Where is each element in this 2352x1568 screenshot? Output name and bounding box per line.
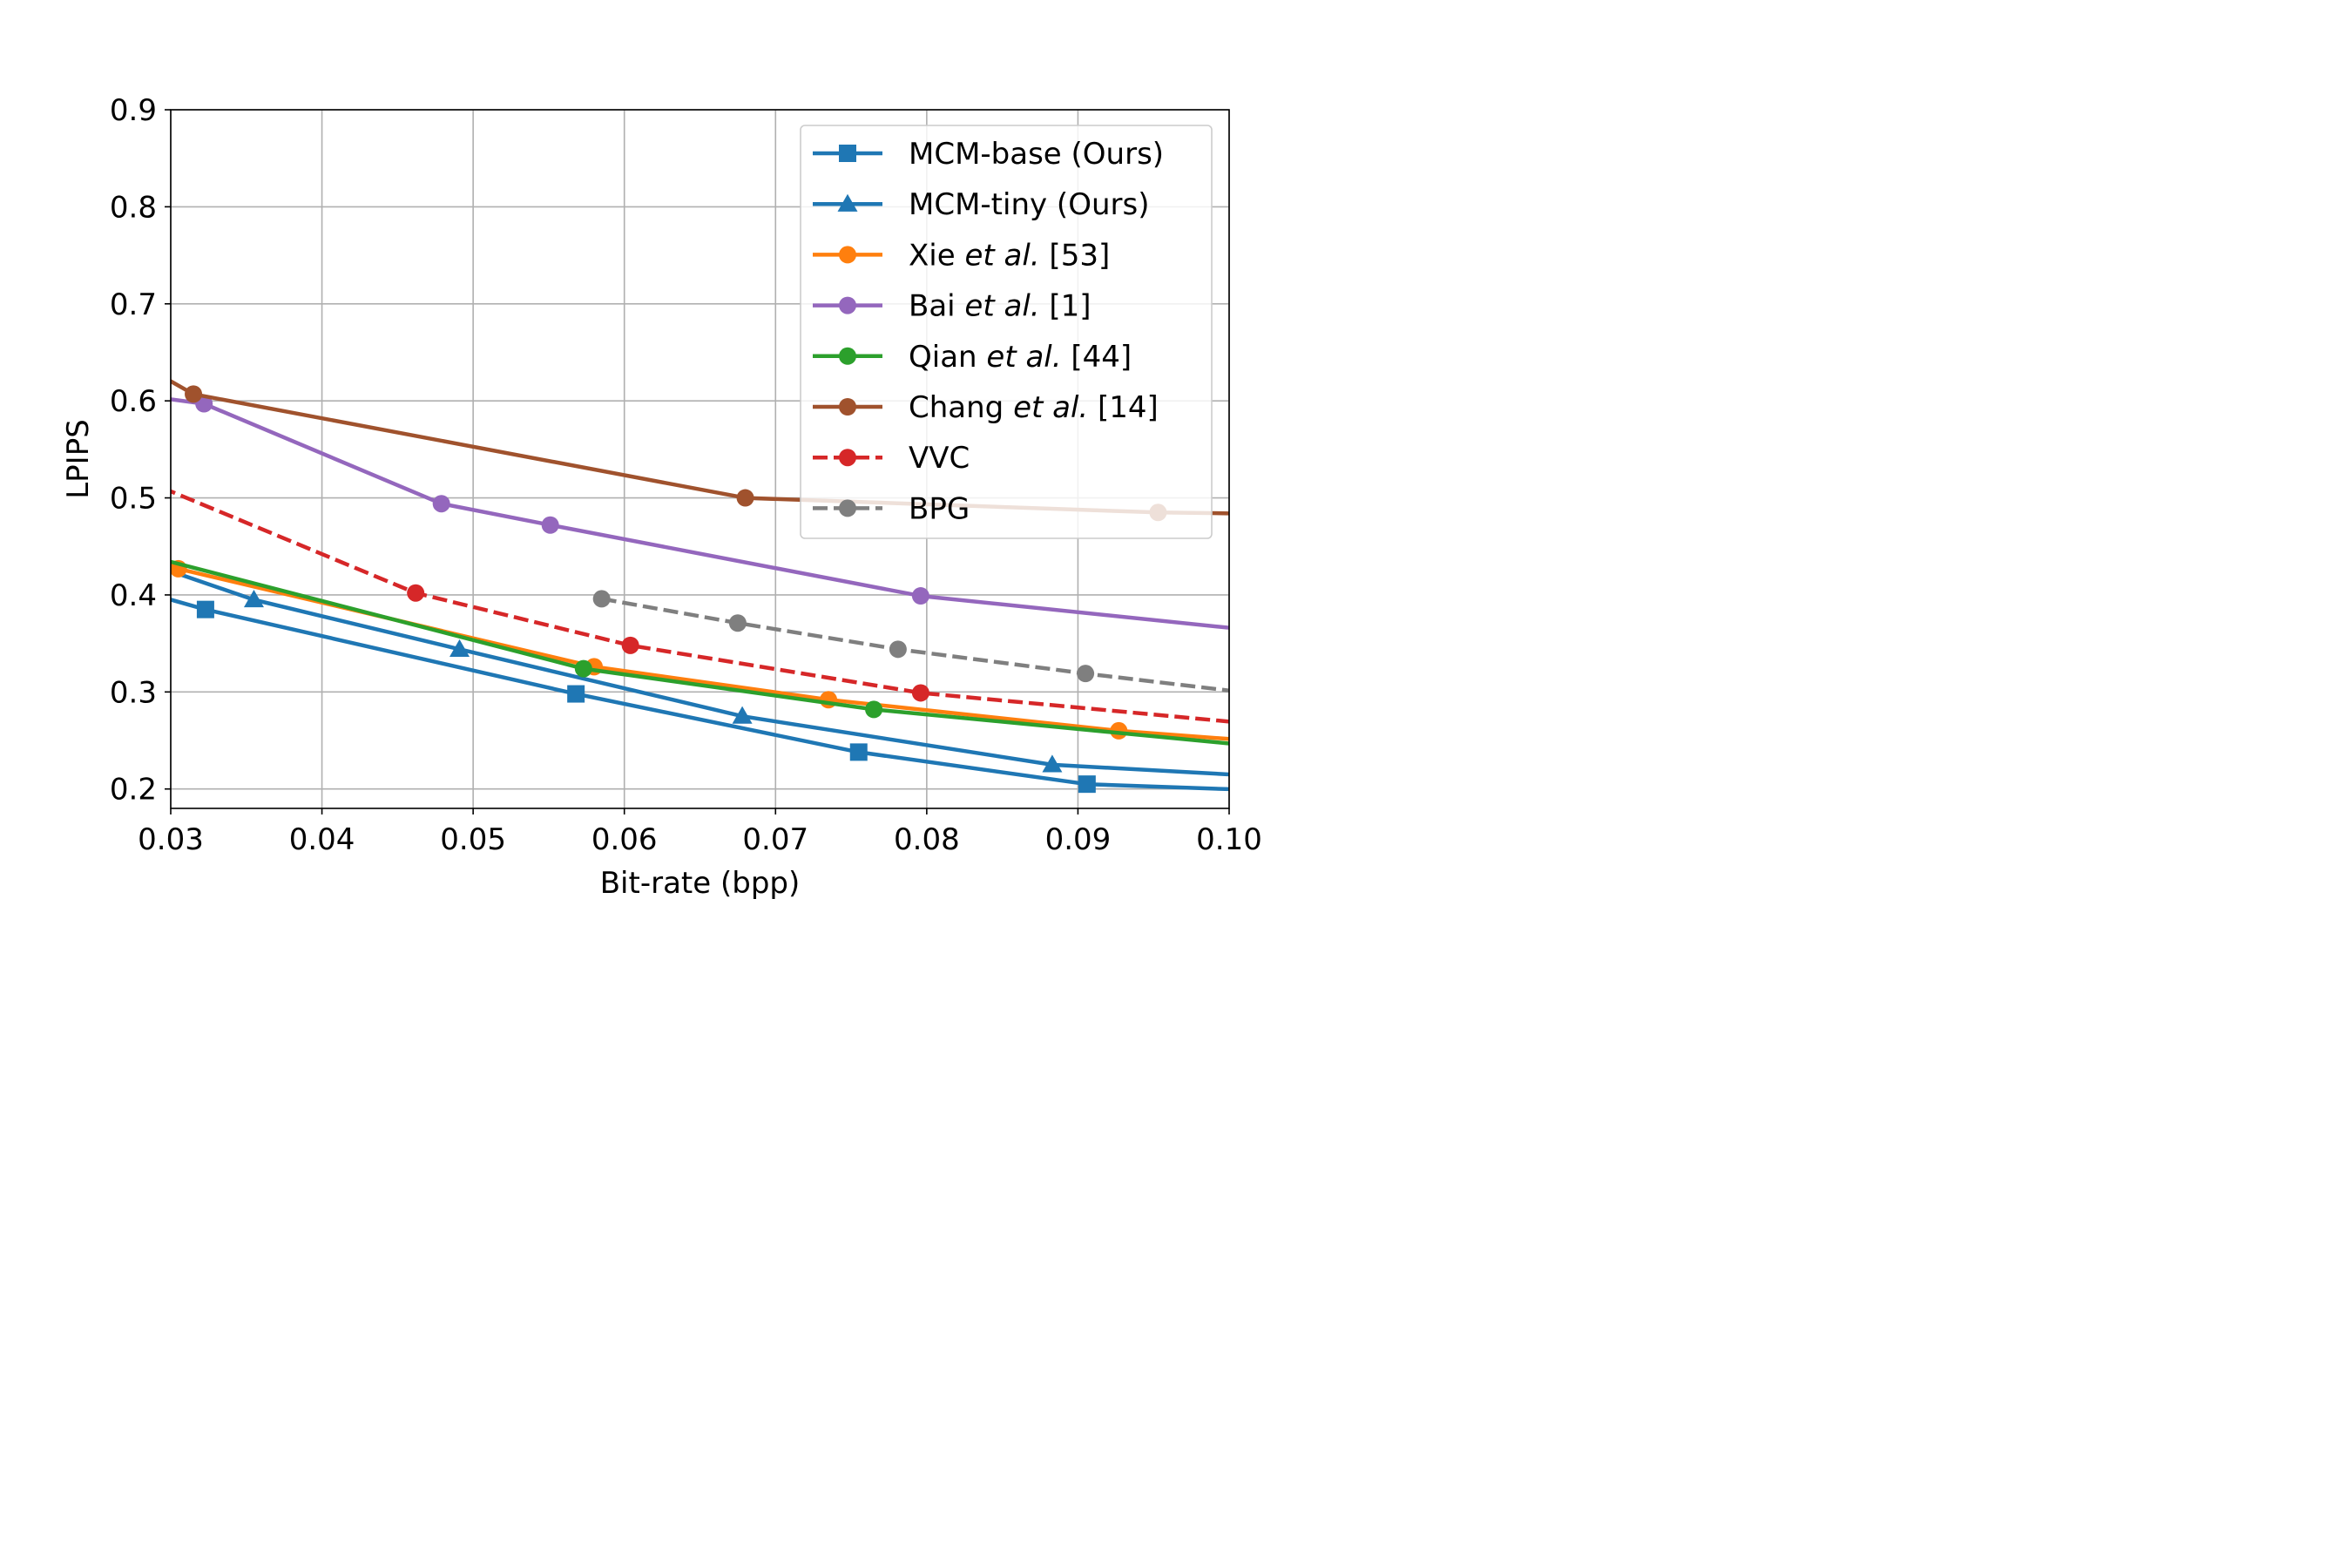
legend: MCM-base (Ours) MCM-tiny (Ours) Xie et al.… — [800, 125, 1213, 539]
data-point — [911, 587, 929, 605]
series-line-6 — [171, 489, 1229, 724]
x-tick-label: 0.10 — [1196, 822, 1262, 857]
data-point — [1077, 665, 1095, 683]
x-tick-label: 0.07 — [742, 822, 808, 857]
legend-marker — [839, 499, 856, 517]
y-tick-label: 0.5 — [110, 482, 157, 517]
legend-marker — [839, 347, 856, 365]
legend-label: MCM-tiny (Ours) — [909, 187, 1149, 222]
data-point — [449, 639, 470, 657]
legend-label: Bai et al. [1] — [909, 289, 1092, 324]
legend-marker — [837, 193, 858, 212]
y-axis-title: LPIPS — [61, 419, 96, 499]
legend-marker — [839, 145, 856, 162]
legend-marker — [839, 449, 856, 467]
data-point — [243, 590, 264, 608]
series-line-4 — [171, 559, 1229, 746]
data-point — [432, 495, 450, 513]
data-point — [185, 385, 203, 403]
legend-marker — [839, 246, 856, 264]
y-tick-label: 0.4 — [110, 578, 157, 613]
y-tick-label: 0.7 — [110, 287, 157, 322]
x-axis-title: Bit-rate (bpp) — [600, 866, 801, 901]
x-tick-label: 0.08 — [894, 822, 960, 857]
data-point — [592, 590, 611, 608]
series-group — [171, 379, 1229, 794]
plot-frame — [170, 109, 1230, 809]
data-point — [911, 684, 929, 702]
data-point — [736, 489, 754, 507]
x-tick-label: 0.04 — [289, 822, 355, 857]
legend-marker — [839, 398, 856, 416]
series-line-3 — [171, 397, 1229, 630]
legend-label: Chang et al. [14] — [909, 390, 1159, 425]
data-point — [541, 516, 559, 534]
x-tick-label: 0.03 — [138, 822, 204, 857]
legend-label: Xie et al. [53] — [909, 238, 1110, 273]
x-tick-label: 0.06 — [591, 822, 658, 857]
legend-label: BPG — [909, 491, 970, 526]
y-tick-label: 0.3 — [110, 675, 157, 710]
data-point — [865, 700, 883, 719]
data-point — [621, 636, 639, 654]
data-point — [728, 614, 747, 632]
data-point — [889, 640, 907, 659]
data-point — [1078, 775, 1096, 794]
y-tick-label: 0.2 — [110, 773, 157, 808]
axis-ticks: 0.03 0.04 0.05 0.06 0.07 0.08 0.09 0.10 0.2 0.3 0.… — [110, 93, 1262, 857]
data-point — [407, 584, 425, 602]
x-tick-label: 0.09 — [1045, 822, 1112, 857]
legend-label: MCM-base (Ours) — [909, 137, 1164, 172]
data-point — [196, 600, 214, 618]
y-tick-label: 0.9 — [110, 93, 157, 128]
y-tick-label: 0.8 — [110, 190, 157, 225]
series-line-0 — [171, 598, 1229, 792]
legend-marker — [839, 296, 856, 314]
lpips-vs-bitrate-chart: 0.03 0.04 0.05 0.06 0.07 0.08 0.09 0.10 0.2 0.3 0.… — [0, 0, 1355, 903]
legend-label: Qian et al. [44] — [909, 340, 1132, 375]
legend-box — [800, 125, 1213, 539]
data-point — [1042, 754, 1063, 773]
y-tick-label: 0.6 — [110, 384, 157, 419]
series-line-1 — [171, 569, 1229, 777]
data-point — [574, 659, 592, 678]
x-tick-label: 0.05 — [440, 822, 506, 857]
data-point — [567, 685, 585, 703]
data-point — [849, 743, 868, 761]
data-point — [732, 706, 753, 724]
legend-label: VVC — [909, 441, 970, 476]
